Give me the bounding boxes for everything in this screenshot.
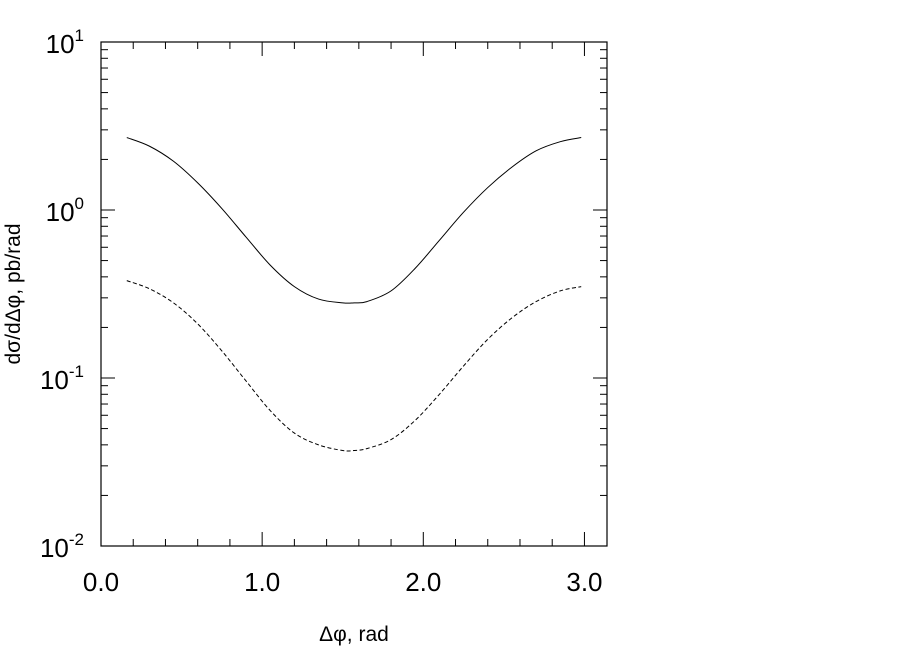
y-tick-label: 10-1 <box>40 362 84 395</box>
major-ticks <box>101 42 607 546</box>
x-tick-label: 1.0 <box>244 567 280 597</box>
series-layer <box>126 137 582 452</box>
y-tick-label: 101 <box>46 26 84 59</box>
x-tick-label: 2.0 <box>405 567 441 597</box>
y-tick-label: 100 <box>46 194 84 227</box>
x-axis-title: Δφ, rad <box>319 623 389 646</box>
series-line-dashed <box>126 280 582 452</box>
x-tick-label: 0.0 <box>83 567 119 597</box>
minor-ticks <box>101 42 607 546</box>
series-line-solid <box>126 137 582 304</box>
y-tick-label: 10-2 <box>40 530 84 563</box>
x-tick-label: 3.0 <box>566 567 602 597</box>
y-axis-title: dσ/dΔφ, pb/rad <box>2 223 25 364</box>
plot-frame <box>100 41 608 547</box>
x-tick-labels: 0.0 1.0 2.0 3.0 <box>83 567 603 597</box>
y-tick-labels: 101 100 10-1 10-2 <box>40 26 84 563</box>
